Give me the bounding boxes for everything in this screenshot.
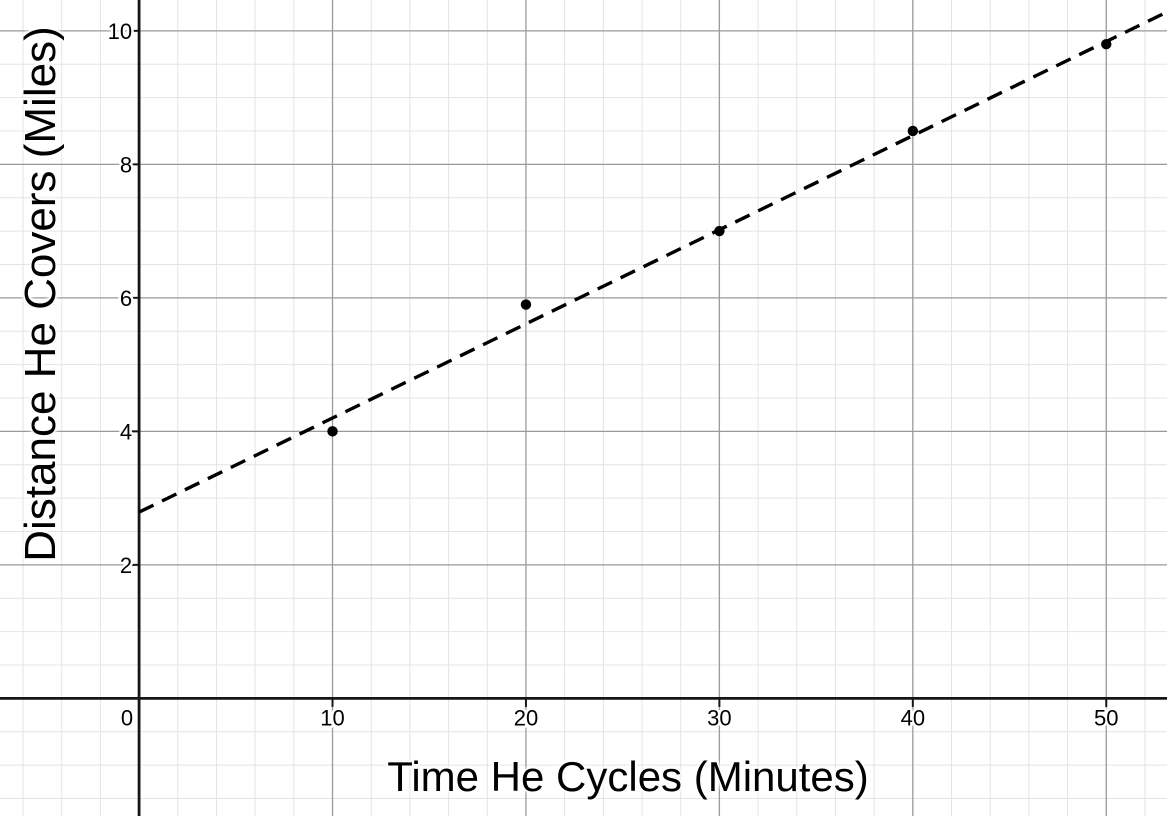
data-points — [327, 38, 1112, 437]
trend-line — [138, 10, 1167, 514]
origin-label: 0 — [121, 705, 133, 730]
data-point — [714, 225, 725, 237]
y-tick-label: 10 — [108, 19, 132, 44]
y-axis-title: Distance He Covers (Miles) — [16, 26, 65, 562]
data-point — [907, 125, 919, 137]
x-tick-label: 30 — [707, 705, 731, 730]
y-tick-label: 4 — [120, 419, 132, 444]
data-point — [520, 299, 532, 310]
y-tick-label: 6 — [120, 286, 132, 311]
data-point — [1101, 38, 1112, 50]
x-tick-label: 50 — [1094, 705, 1118, 730]
x-axis-title: Time He Cycles (Minutes) — [387, 753, 869, 800]
x-tick-label: 20 — [514, 705, 538, 730]
y-tick-label: 8 — [120, 152, 132, 177]
x-tick-label: 10 — [320, 705, 344, 730]
x-tick-label: 40 — [901, 705, 925, 730]
data-point — [327, 426, 338, 437]
tick-marks — [130, 29, 1108, 707]
tick-labels: 0 10 20 30 40 50 2 4 6 8 10 — [105, 16, 1121, 733]
y-tick-label: 2 — [120, 553, 132, 578]
